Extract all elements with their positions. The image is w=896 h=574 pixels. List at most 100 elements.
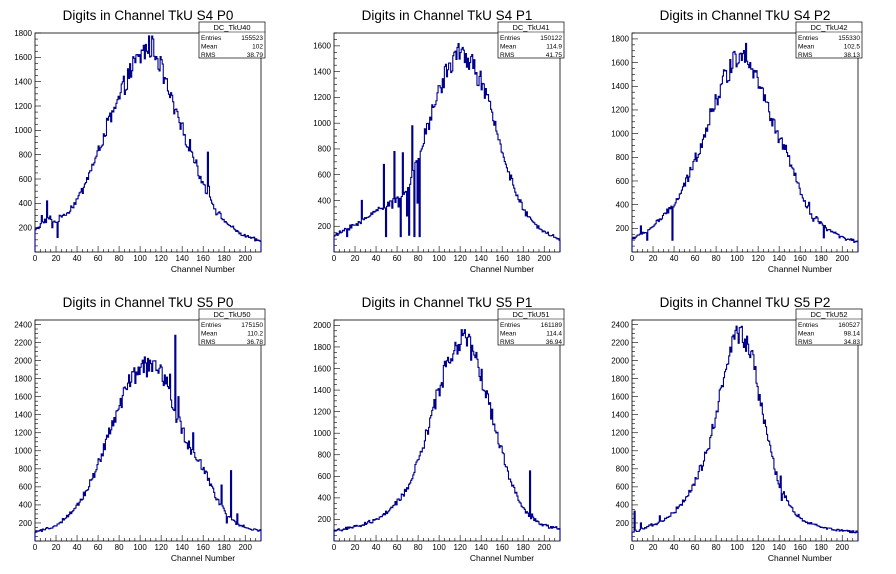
stats-box: DC_TkU42 Entries 155330 Mean 102.5 RMS 38.13: [795, 21, 863, 59]
stats-box: DC_TkU41 Entries 150122 Mean 114.9 RMS 41.75: [497, 21, 565, 59]
y-tick-label: 1200: [14, 429, 32, 438]
stats-label-entries: Entries: [201, 35, 222, 42]
y-tick-label: 1600: [14, 53, 32, 62]
histogram-series: [631, 325, 859, 541]
stats-box-frame: [795, 308, 863, 346]
y-tick-label: 800: [318, 451, 332, 460]
y-tick-label: 800: [616, 465, 630, 474]
histogram-panel-6: Digits in Channel TkU S5 P2 0 20 40 60 80 100 1…: [611, 295, 863, 563]
stats-label-mean: Mean: [201, 331, 218, 338]
x-tick-label: 200: [538, 543, 552, 552]
y-tick-label: 1400: [14, 411, 32, 420]
stats-value-rms: 36.78: [247, 339, 264, 346]
stats-label-rms: RMS: [798, 52, 813, 59]
x-tick-label: 100: [432, 254, 446, 263]
y-tick-label: 600: [616, 177, 630, 186]
stats-value-rms: 38.13: [844, 52, 861, 59]
stats-box-frame: [795, 21, 863, 59]
y-tick-label: 1000: [313, 429, 331, 438]
y-tick-label: 1600: [313, 364, 331, 373]
x-tick-label: 140: [474, 254, 488, 263]
x-tick-label: 60: [691, 254, 700, 263]
chart-title: Digits in Channel TkU S4 P1: [362, 8, 533, 23]
x-axis-label: Channel Number: [171, 553, 235, 563]
stats-value-entries: 155523: [241, 35, 263, 42]
x-tick-label: 20: [52, 254, 61, 263]
y-tick-label: 1600: [611, 58, 629, 67]
plot-frame: [34, 32, 262, 253]
stats-histogram-name: DC_TkU40: [213, 23, 250, 32]
x-tick-label: 0: [33, 543, 38, 552]
stats-value-entries: 161189: [541, 322, 563, 329]
stats-box-frame: [198, 308, 266, 346]
histogram-panel-2: Digits in Channel TkU S4 P1 0 20 40 60 80 100 1…: [313, 8, 565, 274]
stats-label-mean: Mean: [201, 44, 218, 51]
x-tick-label: 120: [453, 543, 467, 552]
x-tick-label: 40: [73, 254, 82, 263]
x-tick-label: 40: [670, 543, 679, 552]
y-tick-label: 2200: [611, 338, 629, 347]
x-tick-label: 140: [772, 254, 786, 263]
x-tick-label: 0: [33, 254, 38, 263]
stats-label-rms: RMS: [201, 339, 216, 346]
x-tick-label: 120: [154, 543, 168, 552]
stats-label-mean: Mean: [798, 44, 815, 51]
stats-box: DC_TkU51 Entries 161189 Mean 114.4 RMS 36.94: [497, 308, 565, 346]
y-tick-label: 1600: [313, 42, 331, 51]
y-tick-label: 200: [19, 519, 33, 528]
x-tick-label: 20: [351, 254, 360, 263]
y-tick-label: 800: [616, 153, 630, 162]
stats-value-entries: 160527: [838, 322, 860, 329]
x-tick-label: 180: [218, 254, 232, 263]
histogram-panel-5: Digits in Channel TkU S5 P1 0 20 40 60 80 100 1…: [313, 295, 565, 563]
histogram-panel-4: Digits in Channel TkU S5 P0 0 20 40 60 80 100 1…: [14, 295, 266, 563]
y-tick-label: 200: [616, 224, 630, 233]
x-tick-label: 200: [836, 543, 850, 552]
stats-box-frame: [198, 21, 266, 59]
x-tick-label: 0: [630, 254, 635, 263]
stats-label-rms: RMS: [500, 339, 515, 346]
stats-value-rms: 34.83: [844, 339, 861, 346]
histogram-panel-1: Digits in Channel TkU S4 P0 0 20 40 60 80 100 1…: [14, 8, 266, 274]
stats-label-rms: RMS: [798, 339, 813, 346]
y-tick-label: 1000: [14, 126, 32, 135]
y-tick-label: 1200: [611, 429, 629, 438]
x-tick-label: 160: [197, 543, 211, 552]
x-tick-label: 200: [239, 543, 253, 552]
stats-value-mean: 102.5: [844, 44, 861, 51]
y-tick-label: 600: [318, 171, 332, 180]
x-tick-label: 160: [794, 543, 808, 552]
x-tick-label: 60: [393, 254, 402, 263]
x-tick-label: 60: [691, 543, 700, 552]
x-tick-label: 0: [332, 254, 337, 263]
y-tick-label: 2200: [14, 338, 32, 347]
x-tick-label: 60: [393, 543, 402, 552]
x-tick-label: 80: [712, 254, 721, 263]
stats-label-rms: RMS: [201, 52, 216, 59]
x-tick-label: 100: [133, 254, 147, 263]
y-tick-label: 2000: [14, 356, 32, 365]
y-tick-label: 400: [616, 501, 630, 510]
y-tick-label: 1000: [611, 447, 629, 456]
stats-value-mean: 114.9: [546, 44, 562, 51]
y-tick-label: 800: [318, 145, 332, 154]
y-tick-label: 1800: [611, 374, 629, 383]
y-tick-label: 200: [616, 519, 630, 528]
x-tick-label: 80: [414, 254, 423, 263]
stats-box-frame: [497, 21, 565, 59]
stats-value-rms: 41.75: [546, 52, 563, 59]
stats-label-mean: Mean: [500, 331, 517, 338]
histogram-series: [34, 334, 262, 541]
y-tick-label: 400: [318, 196, 332, 205]
x-tick-label: 140: [772, 543, 786, 552]
histogram-panel-3: Digits in Channel TkU S4 P2 0 20 40 60 80 100 1…: [611, 8, 863, 274]
x-tick-label: 0: [630, 543, 635, 552]
y-tick-label: 1200: [14, 102, 32, 111]
stats-box: DC_TkU52 Entries 160527 Mean 98.14 RMS 34.83: [795, 308, 863, 346]
y-tick-label: 1600: [611, 392, 629, 401]
x-tick-label: 20: [649, 543, 658, 552]
x-tick-label: 60: [94, 254, 103, 263]
stats-histogram-name: DC_TkU50: [213, 310, 250, 319]
x-tick-label: 180: [517, 254, 531, 263]
